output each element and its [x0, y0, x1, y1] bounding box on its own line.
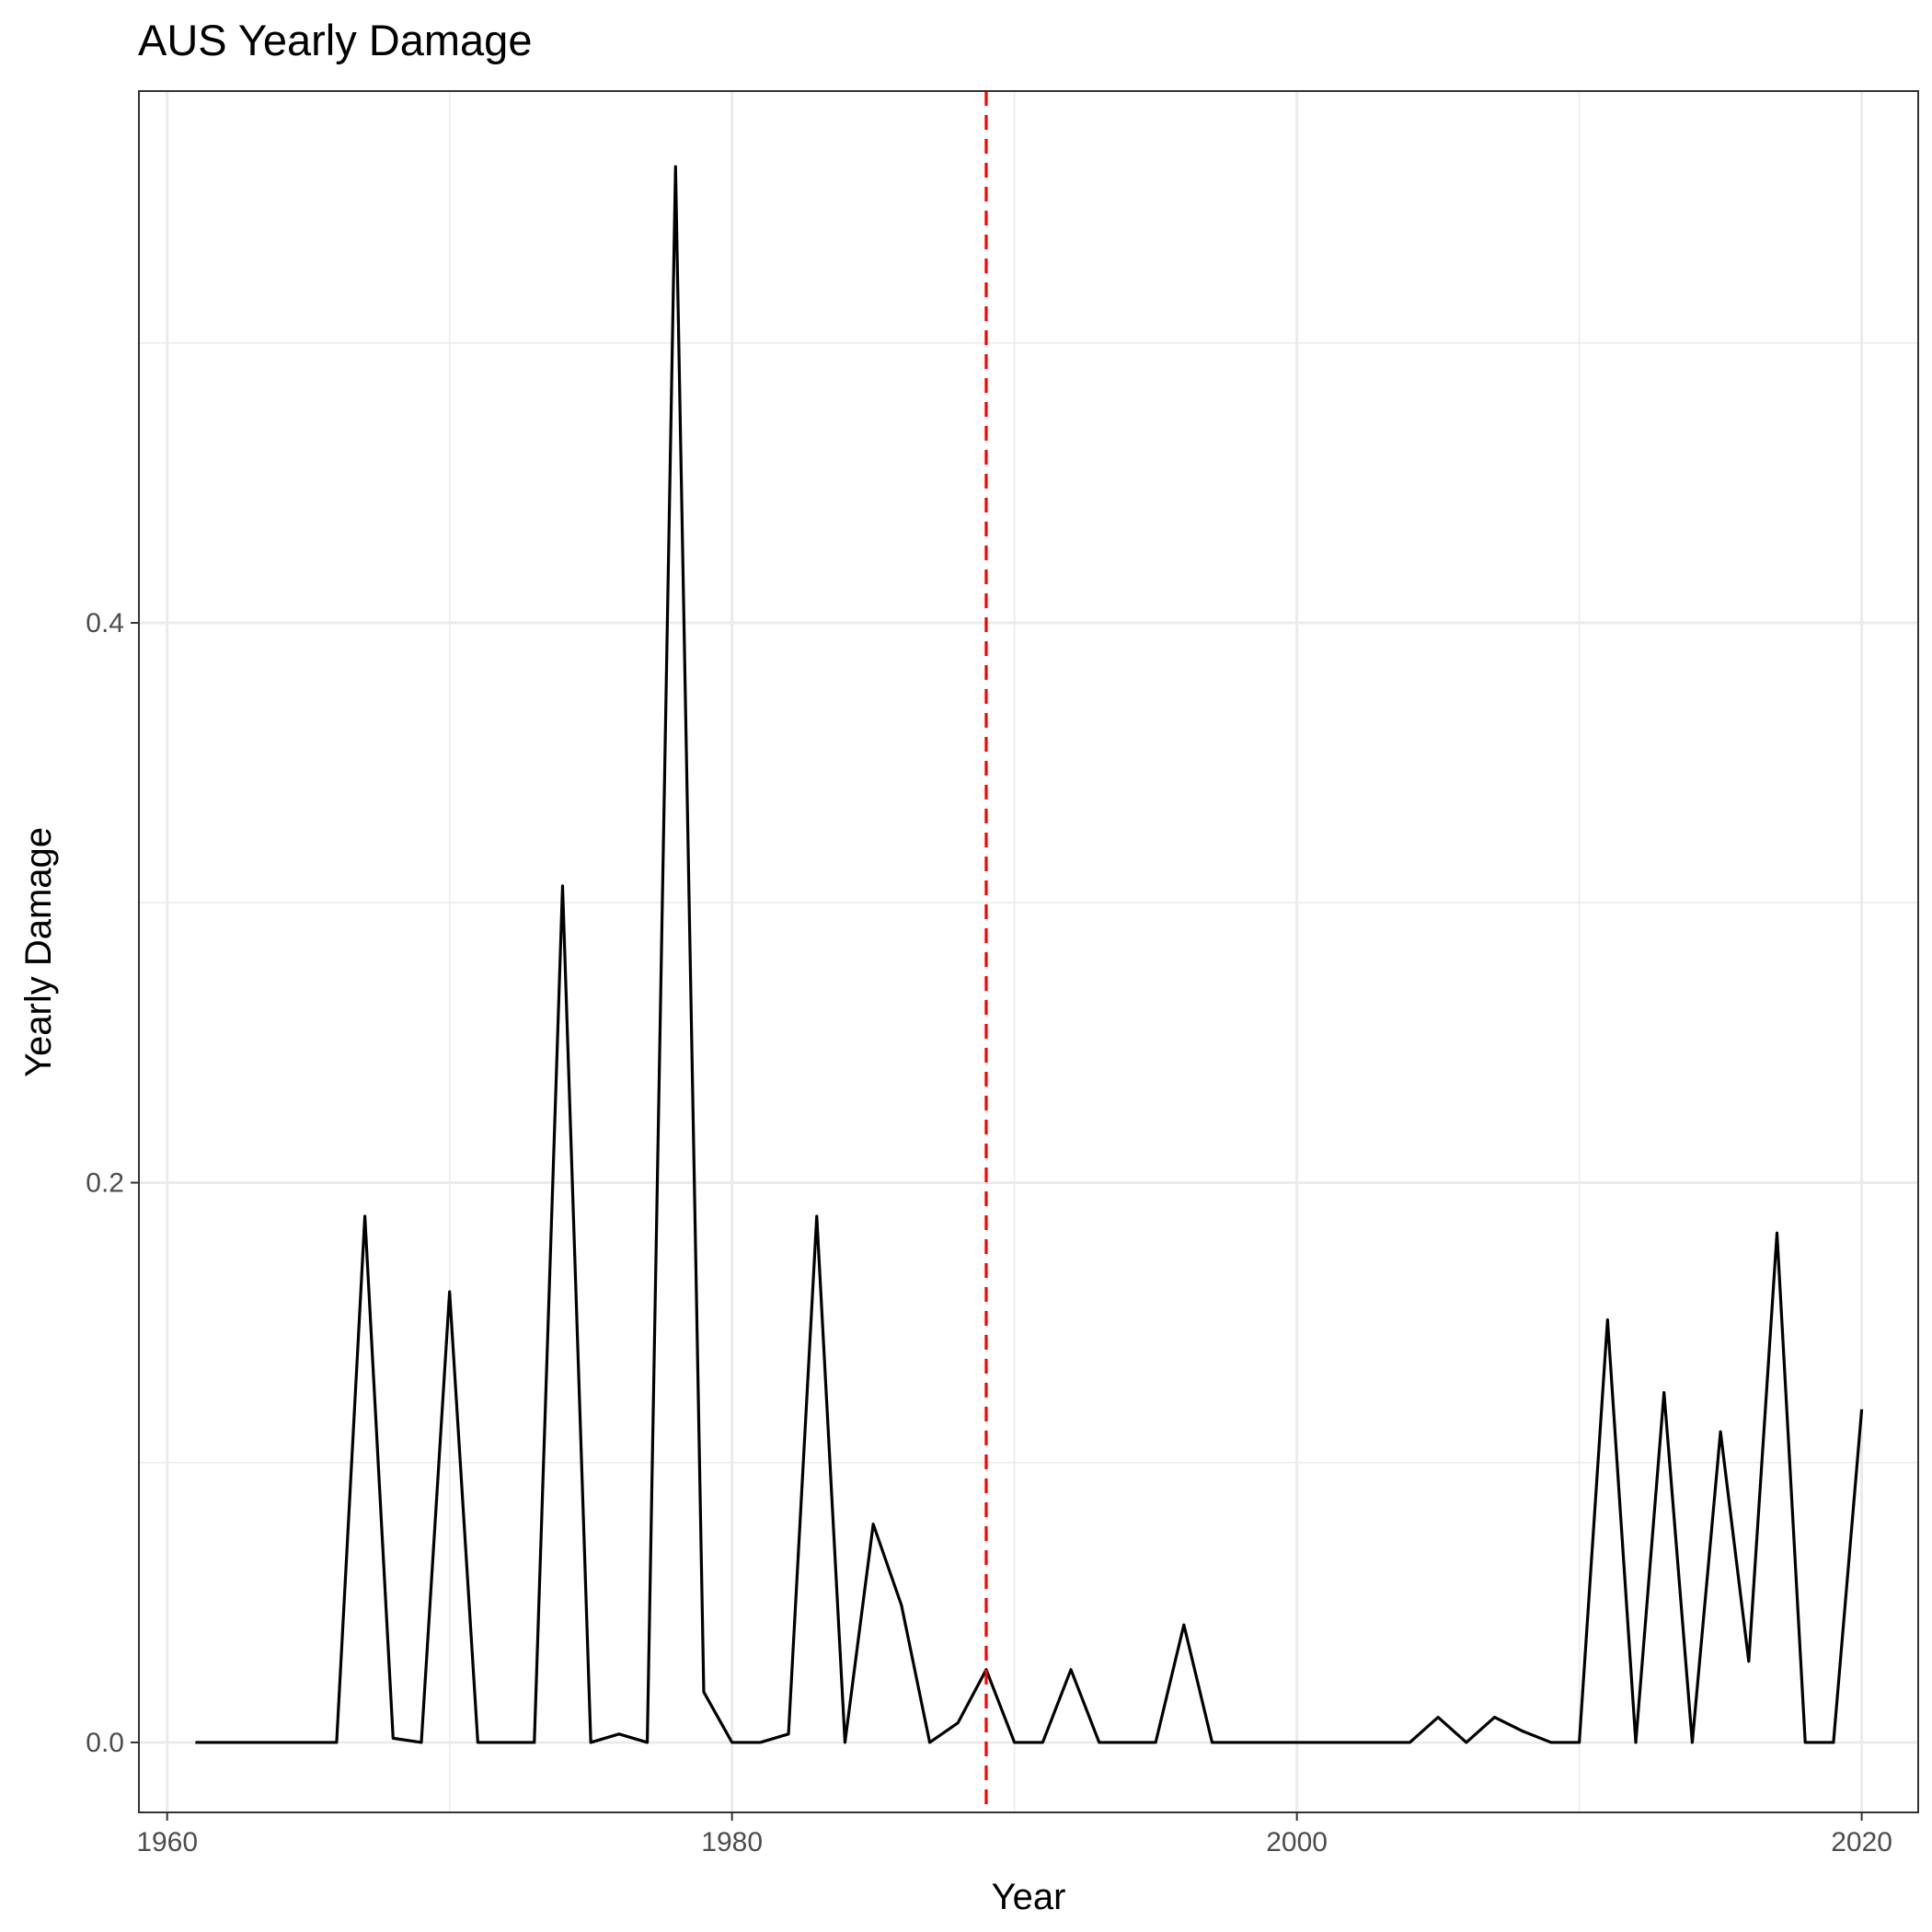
gridlines	[139, 91, 1918, 1812]
series-lines	[195, 165, 1864, 1744]
series-line	[195, 165, 1864, 1744]
y-axis-title: Yearly Damage	[18, 827, 59, 1077]
y-tick-label: 0.4	[86, 608, 124, 638]
x-tick-label: 1960	[136, 1827, 198, 1857]
x-tick-label: 2020	[1831, 1827, 1892, 1857]
plot-panel-border	[138, 90, 1919, 1813]
y-tick-label: 0.2	[86, 1167, 124, 1198]
y-axis: 0.0 0.2 0.4	[86, 608, 139, 1758]
x-axis: 1960 1980 2000 2020	[136, 1812, 1892, 1857]
x-tick-label: 2000	[1266, 1827, 1328, 1857]
x-axis-title: Year	[992, 1877, 1066, 1917]
y-tick-label: 0.0	[86, 1728, 124, 1758]
x-tick-label: 1980	[701, 1827, 763, 1857]
chart-title: AUS Yearly Damage	[138, 16, 532, 64]
